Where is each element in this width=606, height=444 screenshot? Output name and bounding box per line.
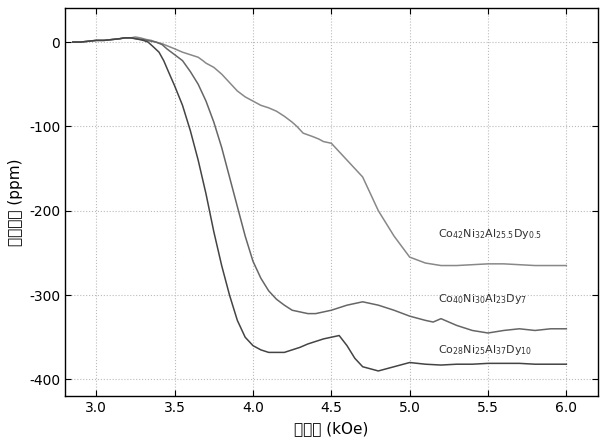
Y-axis label: 磁致应变 (ppm): 磁致应变 (ppm) xyxy=(8,159,24,246)
Text: $\mathrm{Co_{40}Ni_{30}Al_{23}Dy_{7}}$: $\mathrm{Co_{40}Ni_{30}Al_{23}Dy_{7}}$ xyxy=(438,292,527,306)
X-axis label: 外磁场 (kOe): 外磁场 (kOe) xyxy=(294,420,368,436)
Text: $\mathrm{Co_{28}Ni_{25}Al_{37}Dy_{10}}$: $\mathrm{Co_{28}Ni_{25}Al_{37}Dy_{10}}$ xyxy=(438,343,532,357)
Text: $\mathrm{Co_{42}Ni_{32}Al_{25.5}Dy_{0.5}}$: $\mathrm{Co_{42}Ni_{32}Al_{25.5}Dy_{0.5}… xyxy=(438,227,542,242)
